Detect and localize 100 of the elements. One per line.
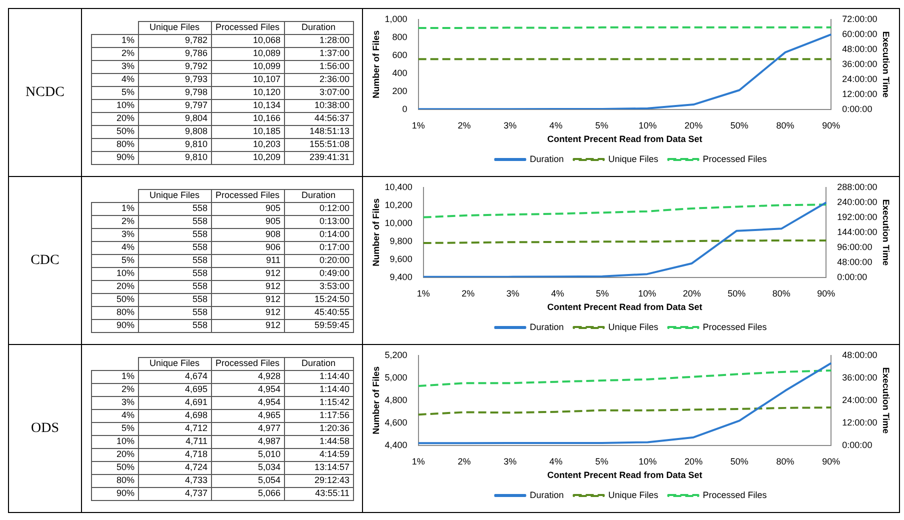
data-label: 9,786 (138, 47, 211, 60)
x-tick-label: 80% (776, 120, 794, 130)
text: ODS (9, 345, 82, 512)
text: Processed Files (211, 189, 284, 202)
x-tick-label: 90% (822, 456, 840, 466)
y-axis-title: Number of Files (370, 30, 381, 98)
data-label: 9,798 (138, 86, 211, 99)
y2-tick-label: 48:00:00 (842, 44, 878, 54)
category-label: 1% (91, 34, 138, 47)
data-label: 905 (211, 202, 284, 215)
data-label: 3:53:00 (284, 280, 353, 293)
x-tick-label: 80% (776, 456, 794, 466)
data-label: 0:14:00 (284, 228, 353, 241)
y-tick-label: 600 (392, 50, 408, 60)
y-tick-label: 10,200 (384, 200, 412, 210)
x-tick-label: 80% (772, 288, 790, 298)
data-label: 10,185 (211, 125, 284, 138)
x-tick-label: 3% (506, 288, 520, 298)
data-label: 4,733 (138, 474, 211, 487)
data-label: 558 (138, 267, 211, 280)
y2-tick-label: 48:00:00 (842, 350, 878, 360)
y-tick-label: 5,000 (384, 372, 408, 382)
data-label: 13:14:57 (284, 461, 353, 474)
data-label: 1:37:00 (284, 47, 353, 60)
data-label: 9,797 (138, 99, 211, 112)
data-label: 4,695 (138, 383, 211, 396)
y2-tick-label: 0:00:00 (842, 440, 872, 450)
text: Unique Files (138, 21, 211, 34)
category-label: 2% (91, 47, 138, 60)
x-tick-label: 20% (684, 120, 703, 130)
text: Duration (284, 21, 353, 34)
data-label: 4,718 (138, 448, 211, 461)
y-tick-label: 5,200 (384, 350, 408, 360)
y-tick-label: 9,400 (390, 272, 412, 282)
y2-axis-title: Execution Time (881, 31, 892, 98)
y2-tick-label: 12:00:00 (842, 88, 878, 99)
category-label: 10% (91, 435, 138, 448)
legend-label: Processed Files (702, 322, 768, 332)
data-label: 43:55:11 (284, 487, 353, 500)
category-label: 90% (91, 487, 138, 500)
x-tick-label: 20% (684, 456, 703, 466)
data-label: 1:28:00 (284, 34, 353, 47)
y2-tick-label: 96:00:00 (837, 242, 872, 252)
legend-label: Unique Files (608, 490, 659, 500)
y-tick-label: 10,400 (384, 182, 412, 192)
x-tick-label: 5% (596, 288, 609, 298)
x-tick-label: 1% (416, 288, 430, 298)
category-label: 80% (91, 306, 138, 319)
data-label: 4,712 (138, 422, 211, 435)
data-label: 4,928 (211, 370, 284, 383)
data-label: 29:12:43 (284, 474, 353, 487)
y2-tick-label: 144:00:00 (837, 226, 878, 237)
y2-axis-title: Execution Time (881, 199, 892, 266)
y-tick-label: 9,600 (390, 254, 412, 264)
category-label: 5% (91, 86, 138, 99)
data-label: 10,068 (211, 34, 284, 47)
x-tick-label: 1% (412, 456, 425, 466)
category-label: 3% (91, 228, 138, 241)
legend-label: Unique Files (608, 154, 659, 164)
data-label: 911 (211, 254, 284, 267)
category-label: 3% (91, 60, 138, 73)
data-label: 1:14:40 (284, 383, 353, 396)
data-label: 558 (138, 280, 211, 293)
data-label: 912 (211, 319, 284, 332)
text: Unique Files (138, 189, 211, 202)
category-label: 1% (91, 370, 138, 383)
data-label: 906 (211, 241, 284, 254)
category-label: 90% (91, 151, 138, 164)
data-label: 0:49:00 (284, 267, 353, 280)
data-label: 9,810 (138, 138, 211, 151)
category-label: 90% (91, 319, 138, 332)
y2-tick-label: 36:00:00 (842, 58, 878, 69)
x-axis-title: Content Precent Read from Data Set (547, 302, 702, 312)
y2-tick-label: 48:00:00 (837, 256, 872, 267)
data-label: 4,691 (138, 396, 211, 409)
x-tick-label: 2% (462, 288, 475, 298)
data-label: 5,034 (211, 461, 284, 474)
data-label: 15:24:50 (284, 293, 353, 306)
data-label: 5,054 (211, 474, 284, 487)
data-label: 1:17:56 (284, 409, 353, 422)
data-label: 44:56:37 (284, 112, 353, 125)
category-label: 5% (91, 254, 138, 267)
category-label: 4% (91, 73, 138, 86)
x-tick-label: 10% (638, 288, 656, 298)
data-label: 9,810 (138, 151, 211, 164)
data-label: 10,099 (211, 60, 284, 73)
data-label: 558 (138, 215, 211, 228)
data-label: 9,808 (138, 125, 211, 138)
y-axis-title: Number of Files (370, 366, 381, 434)
data-label: 558 (138, 293, 211, 306)
category-label: 10% (91, 99, 138, 112)
data-label: 912 (211, 280, 284, 293)
data-label: 912 (211, 293, 284, 306)
y2-tick-label: 288:00:00 (837, 182, 878, 192)
data-label: 9,792 (138, 60, 211, 73)
text: Unique Files (138, 357, 211, 370)
text: NCDC (9, 9, 82, 176)
text: Processed Files (211, 21, 284, 34)
y2-tick-label: 24:00:00 (842, 74, 878, 84)
legend-label: Unique Files (608, 322, 659, 332)
